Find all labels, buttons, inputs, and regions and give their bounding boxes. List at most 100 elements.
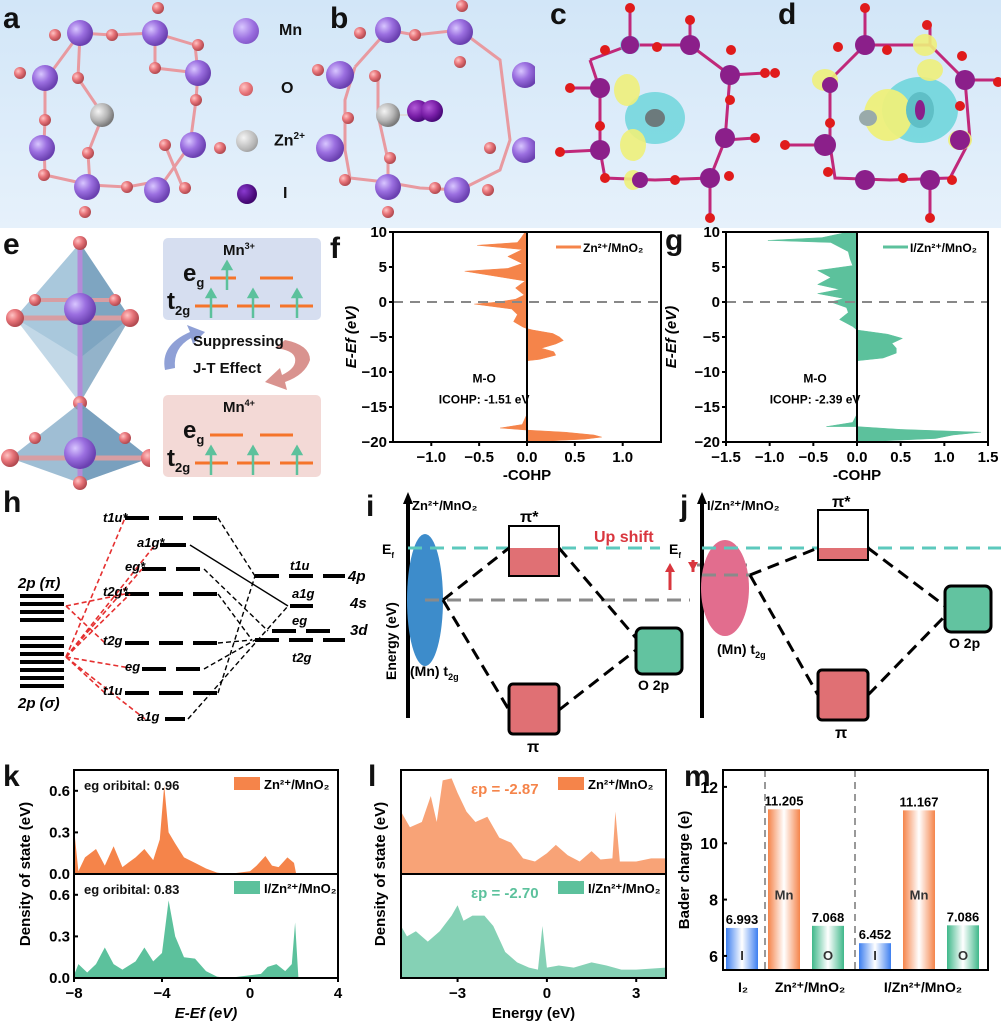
x-tick-label: −3 bbox=[449, 985, 466, 1002]
mo-level-labels: t1u* a1g* eg* t2g* t2g eg t1u a1g t1u a1… bbox=[103, 510, 314, 724]
group-label: I/Zn²⁺/MnO₂ bbox=[884, 979, 962, 995]
mn-t2g-label: (Mn) t2g bbox=[717, 641, 766, 660]
x-tick-label: 0.0 bbox=[517, 449, 538, 466]
ligand-correlation-lines bbox=[65, 517, 156, 720]
panel-label-e: e bbox=[3, 228, 20, 261]
y-tick-label: 0.6 bbox=[49, 887, 70, 904]
bond-network bbox=[42, 31, 200, 189]
jt-caption: Suppressing J-T Effect bbox=[193, 333, 284, 377]
x-axis-label: -COHP bbox=[503, 467, 551, 484]
structure-panel-a bbox=[14, 2, 226, 218]
y-tick-label: −5 bbox=[370, 329, 387, 346]
legend-swatch bbox=[234, 881, 260, 894]
zn-atom bbox=[90, 103, 114, 127]
x-axis-label: -COHP bbox=[833, 467, 881, 484]
x-tick-label: −1.5 bbox=[711, 449, 741, 466]
annotation-bond: M-O bbox=[472, 372, 495, 386]
dos-chart-l: Zn²⁺/MnO₂ εp = -2.87 I/Zn²⁺/MnO₂ εp = -2.70… bbox=[372, 769, 667, 1022]
y-tick-label: −15 bbox=[695, 399, 720, 416]
svg-text:3d: 3d bbox=[350, 622, 368, 639]
svg-text:eg: eg bbox=[125, 659, 140, 674]
bar-inner-label: I bbox=[740, 948, 744, 963]
mn-atoms bbox=[316, 17, 535, 203]
legend-item-zn: Zn2+ bbox=[236, 130, 305, 152]
o2p-box bbox=[943, 584, 993, 634]
x-tick-label: 4 bbox=[334, 985, 343, 1002]
x-tick-label: −8 bbox=[65, 985, 82, 1002]
y-tick-label: 0.3 bbox=[49, 824, 70, 841]
panel-label-k: k bbox=[3, 760, 20, 793]
legend-swatch bbox=[234, 777, 260, 790]
panel-label-g: g bbox=[665, 224, 684, 257]
bar bbox=[947, 925, 979, 970]
y-axis-label: E-Ef (eV) bbox=[663, 306, 680, 369]
legend-item-mn: Mn bbox=[233, 18, 302, 44]
x-tick-label: 1.0 bbox=[934, 449, 955, 466]
bar-inner-label: I bbox=[873, 948, 877, 963]
y-tick-label: 10 bbox=[700, 836, 718, 853]
y-tick-label: 6 bbox=[709, 949, 718, 966]
bar bbox=[859, 943, 891, 970]
x-tick-label: 3 bbox=[632, 985, 640, 1002]
mn-t2g-band bbox=[701, 540, 749, 636]
legend-label: Zn²⁺/MnO₂ bbox=[264, 777, 330, 792]
y-tick-label: −10 bbox=[362, 364, 387, 381]
svg-text:t1u: t1u bbox=[103, 683, 123, 698]
bar-value-label: 11.167 bbox=[899, 794, 938, 809]
bader-chart-m: 6.993 I 11.205 Mn 7.068 O 6.452 I 11.167 Mn 7.086 O… bbox=[676, 769, 989, 995]
yellow-isosurface bbox=[864, 89, 912, 141]
y-tick-label: 0 bbox=[712, 294, 720, 311]
mn-atoms bbox=[29, 20, 211, 203]
y-tick-label: −15 bbox=[362, 399, 387, 416]
pi-box bbox=[507, 682, 561, 736]
metal-correlation-lines bbox=[187, 517, 289, 720]
y-axis-label: Density of state (eV) bbox=[17, 802, 34, 946]
annotation: εp = -2.87 bbox=[471, 781, 539, 798]
energy-axis-label: Energy (eV) bbox=[383, 602, 399, 680]
x-tick-label: 0.5 bbox=[890, 449, 911, 466]
svg-text:t2g: t2g bbox=[292, 650, 312, 665]
o2p-label: O 2p bbox=[638, 677, 669, 693]
bar-inner-label: O bbox=[823, 948, 833, 963]
dos-area bbox=[401, 778, 666, 874]
spin-up-arrows bbox=[204, 259, 304, 318]
annotation: eg oribital: 0.83 bbox=[84, 882, 179, 897]
mn4-orbital-levels bbox=[195, 433, 313, 475]
zn-swatch-icon bbox=[236, 130, 258, 152]
mn-atoms bbox=[590, 35, 740, 188]
ligand-2p-pi-label: 2p (π) bbox=[17, 575, 60, 592]
y-tick-label: 8 bbox=[709, 893, 718, 910]
dos-chart-k: 0.0 0.3 0.6 Zn²⁺/MnO₂ eg oribital: 0.96 0.0 0.… bbox=[17, 769, 343, 1022]
svg-text:eg*: eg* bbox=[125, 559, 146, 574]
pi-box bbox=[816, 668, 870, 722]
bar bbox=[768, 809, 800, 970]
curved-arrow-up-icon bbox=[164, 325, 205, 370]
svg-text:eg: eg bbox=[292, 613, 307, 628]
x-tick-label: −0.5 bbox=[799, 449, 829, 466]
o-atoms bbox=[14, 2, 226, 218]
octahedron-top bbox=[6, 236, 139, 410]
y-tick-label: 12 bbox=[700, 780, 718, 797]
mn-swatch-icon bbox=[233, 18, 259, 44]
panel-label-i: i bbox=[366, 490, 375, 523]
dos-area bbox=[401, 905, 666, 978]
octahedra-illustration bbox=[1, 236, 150, 490]
panel-label-m: m bbox=[684, 760, 711, 793]
y-axis-label: E-Ef (eV) bbox=[343, 306, 360, 369]
bar bbox=[812, 925, 844, 970]
x-tick-label: 0 bbox=[543, 985, 551, 1002]
panel-label-b: b bbox=[330, 2, 349, 35]
mn-t2g-label: (Mn) t2g bbox=[410, 663, 459, 682]
title-zn-mno2: Zn²⁺/MnO₂ bbox=[412, 498, 478, 513]
y-tick-label: −20 bbox=[362, 434, 387, 451]
y-axis-label: Density of state (eV) bbox=[372, 802, 389, 946]
group-label: I₂ bbox=[738, 979, 748, 995]
charge-density-panel-c bbox=[555, 3, 770, 223]
panel-label-j: j bbox=[680, 490, 689, 523]
mn-atoms bbox=[814, 35, 975, 190]
metal-orbital-labels: 4p 4s 3d bbox=[347, 568, 368, 639]
y-tick-label: 5 bbox=[712, 259, 720, 276]
x-tick-label: −4 bbox=[153, 985, 171, 1002]
svg-text:4p: 4p bbox=[347, 568, 366, 585]
i-swatch-icon bbox=[237, 184, 257, 204]
